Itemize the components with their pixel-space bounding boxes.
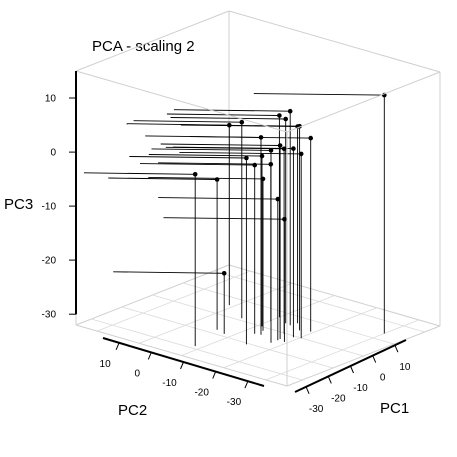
y-tick-label: 0 [135,368,141,379]
data-point [291,146,296,151]
stem-line [189,136,311,139]
x-axis-title: PC1 [380,400,409,417]
stem-line [129,156,247,159]
y-axis-title: PC2 [118,402,147,419]
stem-line [148,154,263,157]
z-tick-label: 0 [50,148,56,159]
y-axis-tick [212,371,217,379]
data-point [260,176,266,182]
y-tick-label: -10 [162,378,177,389]
data-point [277,113,282,118]
floor-grid-line-x [182,282,395,345]
stem-line [108,177,218,180]
stem-line [83,172,196,175]
box-edge-floor-front-left [75,324,288,387]
stem-line [179,151,302,155]
y-axis-tick [244,381,249,389]
stem-line [139,163,255,166]
x-axis-tick [350,365,354,374]
data-point [283,116,289,122]
x-axis-tick [394,345,399,353]
y-axis-tick [115,342,120,350]
x-axis-tick [327,376,332,384]
y-tick-label: -30 [227,397,242,408]
box-edge-floor-front-right [286,325,441,387]
data-point [308,135,314,141]
stem-line [170,117,286,120]
data-point [287,108,293,114]
data-point [298,151,304,157]
y-tick-label: -20 [194,388,209,399]
floor-grid-line-y [265,319,420,381]
data-points [192,92,387,276]
stem-line [173,109,291,112]
data-point [192,172,198,177]
stem-line [151,148,272,151]
x-tick-label: -30 [309,404,324,415]
stem-line [253,93,385,96]
z-tick-label: 10 [45,94,57,105]
data-point [268,162,274,167]
axes: -30 -20 -10 0 10 -30 -20 -10 0 10 -30 -20 -10 0 10 [42,71,411,415]
y-tick-label: 10 [100,359,112,370]
y-axis-tick [147,352,152,360]
drop-lines [194,95,385,347]
y-axis-tick [180,361,184,370]
z-tick-label: -30 [42,310,57,321]
z-axis-title: PC3 [4,196,33,213]
data-point [275,196,281,202]
data-point [252,162,257,168]
data-point [227,122,232,128]
x-axis-tick [372,355,377,363]
x-tick-label: 10 [399,362,411,373]
floor-grid-line-x [213,270,425,333]
stem-line [133,120,242,123]
x-tick-label: -10 [353,383,368,394]
stem-line [180,124,300,127]
data-point [221,271,227,276]
stem-line [158,162,271,165]
floor-grid [91,270,425,381]
box-edge-top-front-left [75,70,288,133]
box-back-edges [75,10,441,327]
x-tick-label: 0 [380,373,386,384]
stem-line [172,146,294,150]
data-point [214,177,220,182]
box-edge-back-top-left [75,10,230,72]
data-point [277,143,283,148]
data-point [259,153,265,159]
z-tick-label: -10 [42,202,57,213]
data-point [258,135,264,140]
data-point [268,148,274,153]
floor-grid-line-y [181,295,335,356]
floor-grid-line-y [223,307,377,369]
chart-title: PCA - scaling 2 [92,38,195,55]
data-point [281,146,287,152]
stem-lines [83,93,385,274]
stem-line [158,197,278,200]
stem-line [148,176,264,180]
z-tick-label: -20 [42,256,57,267]
data-point [282,216,287,222]
stem-line [166,113,280,116]
x-axis-tick [305,386,310,394]
stem-line [113,271,225,274]
box-edge-top-front-right [286,71,441,133]
x-tick-label: -20 [331,393,346,404]
data-point [244,155,249,161]
data-point [239,119,245,125]
box-edge-back-top-right [228,10,441,73]
stem-line [163,217,285,220]
stem-line [160,143,281,146]
